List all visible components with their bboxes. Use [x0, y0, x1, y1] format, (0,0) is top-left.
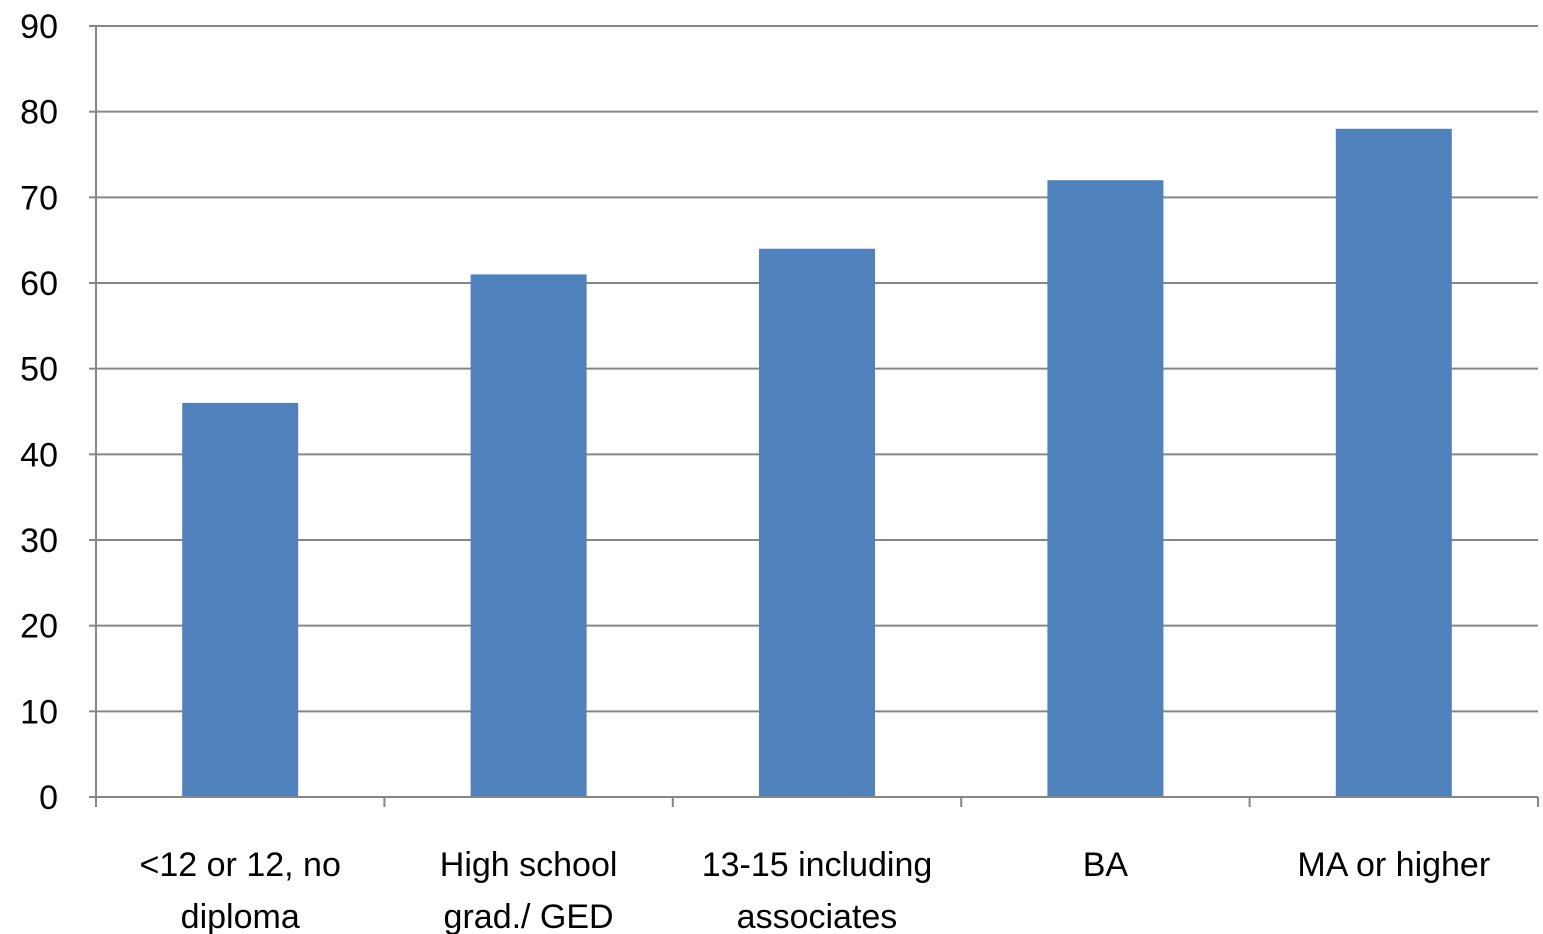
y-tick-label: 0 [39, 779, 58, 817]
x-category-label: grad./ GED [444, 898, 614, 934]
x-category-label: MA or higher [1297, 846, 1490, 884]
bar-0 [182, 402, 299, 797]
x-category-label: associates [737, 898, 898, 934]
y-tick-label: 10 [20, 693, 58, 731]
y-tick-label: 30 [20, 522, 58, 560]
bar-2 [759, 248, 875, 797]
x-category-labels: <12 or 12, no diploma High school grad./ GE… [140, 846, 1491, 934]
bar-4 [1335, 128, 1452, 798]
bar-3 [1047, 180, 1164, 797]
y-tick-labels: 0 10 20 30 40 50 60 70 80 90 [20, 8, 58, 817]
x-category-label: diploma [181, 898, 300, 934]
x-category-label: 13-15 including [702, 846, 933, 884]
bars [182, 128, 1452, 798]
y-tick-label: 80 [20, 94, 58, 132]
y-tick-label: 50 [20, 351, 58, 389]
x-category-label: High school [440, 846, 618, 884]
y-tick-label: 90 [20, 8, 58, 46]
y-tick-label: 70 [20, 179, 58, 217]
axes [89, 25, 1539, 807]
x-category-label: <12 or 12, no [140, 846, 341, 884]
y-tick-label: 60 [20, 265, 58, 303]
bar-1 [470, 274, 587, 797]
y-tick-label: 20 [20, 608, 58, 646]
y-tick-label: 40 [20, 436, 58, 474]
x-category-label: BA [1083, 846, 1129, 884]
